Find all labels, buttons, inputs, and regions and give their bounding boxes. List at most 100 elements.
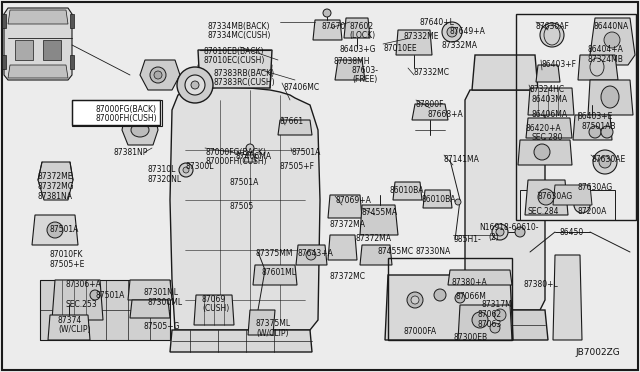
Polygon shape [296, 245, 327, 265]
Text: 87010EE: 87010EE [383, 44, 417, 53]
Circle shape [434, 289, 446, 301]
Polygon shape [393, 182, 422, 200]
Text: 87324MB: 87324MB [588, 55, 624, 64]
Text: JB7002ZG: JB7002ZG [575, 348, 620, 357]
Polygon shape [122, 115, 158, 145]
Text: 87630AF: 87630AF [536, 22, 570, 31]
Text: 87334MC(CUSH): 87334MC(CUSH) [207, 31, 270, 40]
Text: 87505+G: 87505+G [144, 322, 180, 331]
Text: (W/CLIP): (W/CLIP) [256, 329, 289, 338]
Polygon shape [528, 88, 574, 115]
Polygon shape [536, 65, 560, 82]
Polygon shape [472, 55, 538, 90]
Text: 87069: 87069 [202, 295, 227, 304]
Circle shape [494, 309, 506, 321]
Text: 87406MA: 87406MA [236, 152, 272, 161]
Circle shape [540, 23, 564, 47]
Bar [72, 100, 162, 126]
Polygon shape [335, 60, 365, 80]
Circle shape [589, 126, 601, 138]
Text: 86010BA: 86010BA [390, 186, 424, 195]
Polygon shape [465, 90, 545, 310]
Text: 87501A: 87501A [229, 178, 259, 187]
Polygon shape [52, 280, 103, 320]
Text: 87372ME: 87372ME [38, 172, 74, 181]
Text: 87602: 87602 [349, 22, 373, 31]
Text: 87668+A: 87668+A [428, 110, 464, 119]
Text: (2): (2) [488, 233, 499, 242]
Bar [388, 258, 512, 340]
Polygon shape [590, 18, 635, 65]
Circle shape [179, 163, 193, 177]
Polygon shape [38, 162, 73, 200]
Text: 87063: 87063 [477, 320, 501, 329]
Polygon shape [553, 185, 592, 205]
Bar [516, 14, 636, 220]
Text: 87372MC: 87372MC [329, 272, 365, 281]
Polygon shape [526, 118, 572, 138]
Text: 86403+E: 86403+E [578, 112, 613, 121]
Text: 87501A: 87501A [50, 225, 79, 234]
Bar [15, 40, 33, 60]
Text: N16918-60610-: N16918-60610- [479, 223, 538, 232]
Circle shape [574, 197, 590, 213]
Text: 87505+F: 87505+F [279, 162, 314, 171]
Text: 87200A: 87200A [577, 207, 606, 216]
Text: 87630AE: 87630AE [591, 155, 625, 164]
Bar [70, 14, 74, 28]
Text: 86406MA: 86406MA [531, 110, 567, 119]
Text: 87643+A: 87643+A [298, 249, 334, 258]
Circle shape [496, 228, 504, 236]
Circle shape [306, 250, 316, 260]
Text: 86403+F: 86403+F [541, 60, 576, 69]
Text: 87069+A: 87069+A [335, 196, 371, 205]
Text: (LOCK): (LOCK) [349, 31, 375, 40]
Text: 87300EB: 87300EB [453, 333, 487, 342]
Circle shape [515, 227, 525, 237]
Text: 87324HC: 87324HC [529, 85, 564, 94]
Polygon shape [588, 80, 633, 115]
Text: 87375ML: 87375ML [256, 319, 291, 328]
Polygon shape [194, 295, 234, 325]
Text: (W/CLIP): (W/CLIP) [58, 325, 90, 334]
Polygon shape [360, 205, 398, 235]
Circle shape [90, 290, 100, 300]
Text: (FREE): (FREE) [352, 75, 377, 84]
Text: 87141MA: 87141MA [444, 155, 480, 164]
Polygon shape [553, 255, 582, 340]
Circle shape [191, 81, 199, 89]
Text: 87332MA: 87332MA [442, 41, 478, 50]
Text: 86403MA: 86403MA [531, 95, 567, 104]
Text: 87800F: 87800F [416, 100, 445, 109]
Text: 87330NA: 87330NA [415, 247, 451, 256]
Ellipse shape [131, 123, 149, 137]
Text: SEC.284: SEC.284 [527, 207, 559, 216]
Text: 87505+E: 87505+E [50, 260, 85, 269]
Circle shape [593, 150, 617, 174]
Polygon shape [8, 10, 68, 24]
Polygon shape [140, 60, 180, 90]
Text: 87380+L: 87380+L [524, 280, 559, 289]
Text: 87010EC(CUSH): 87010EC(CUSH) [203, 56, 264, 65]
Text: 86440NA: 86440NA [594, 22, 629, 31]
Text: 86450: 86450 [559, 228, 583, 237]
Text: 87372MA: 87372MA [329, 220, 365, 229]
Circle shape [442, 22, 462, 42]
Text: 87630AG: 87630AG [538, 192, 573, 201]
Text: 87601ML: 87601ML [261, 268, 296, 277]
Polygon shape [328, 235, 357, 260]
Ellipse shape [601, 86, 619, 108]
Text: 87301ML: 87301ML [144, 288, 179, 297]
Text: 87670: 87670 [321, 22, 345, 31]
Text: 87505: 87505 [229, 202, 253, 211]
Text: 87010EB(BACK): 87010EB(BACK) [203, 47, 264, 56]
Circle shape [154, 71, 162, 79]
Bar [2, 55, 6, 69]
Text: 87000FH(CUSH): 87000FH(CUSH) [95, 114, 157, 123]
Text: 87320NL: 87320NL [148, 175, 182, 184]
Text: 87000FG(BACK): 87000FG(BACK) [95, 105, 156, 114]
Polygon shape [32, 215, 78, 245]
Text: 87383RB(BACK): 87383RB(BACK) [214, 69, 275, 78]
Polygon shape [170, 330, 312, 352]
Text: 87372MG: 87372MG [38, 182, 75, 191]
